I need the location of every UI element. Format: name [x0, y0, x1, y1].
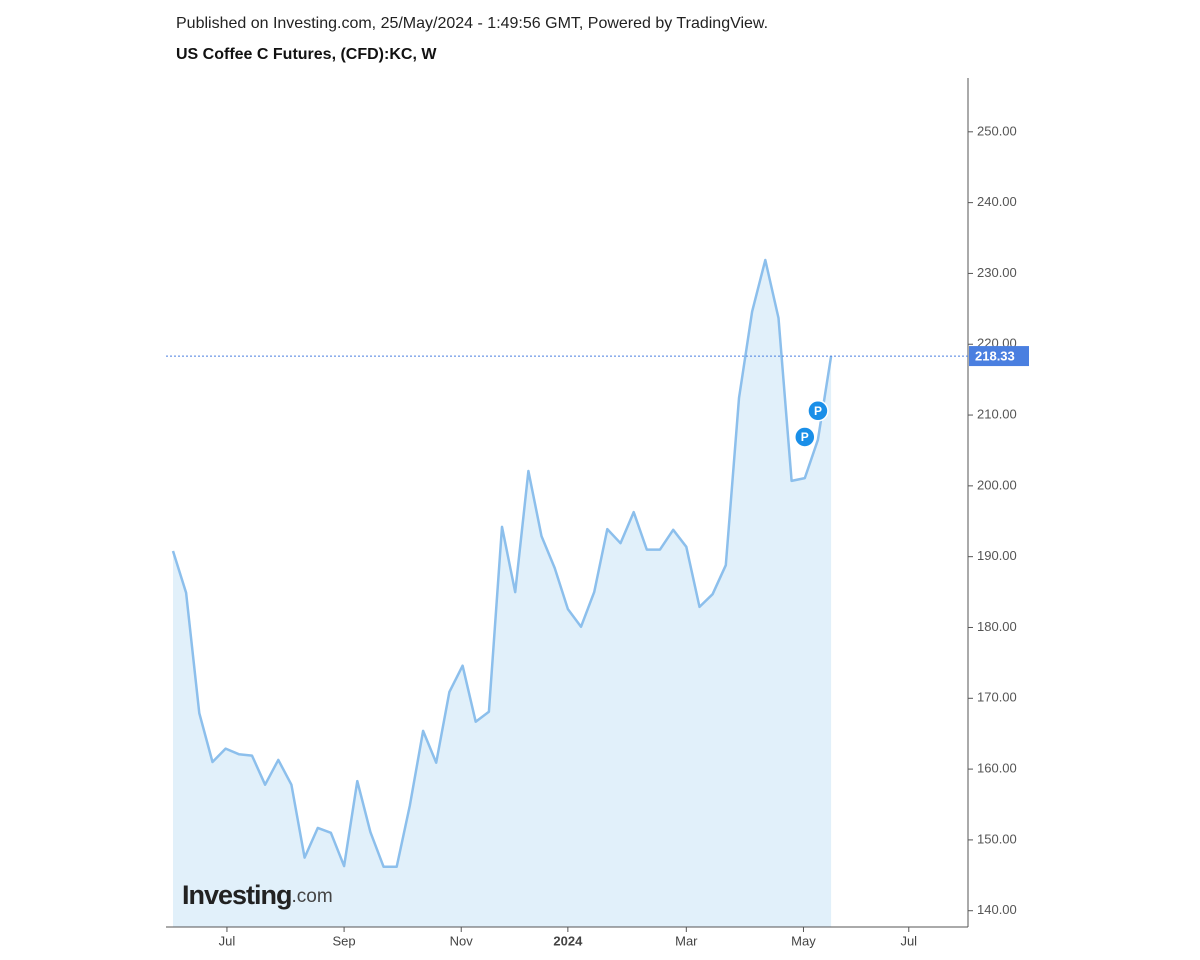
annotation-label: P [801, 430, 809, 444]
y-tick-label: 240.00 [977, 194, 1017, 209]
y-tick-label: 160.00 [977, 761, 1017, 776]
y-tick-label: 140.00 [977, 902, 1017, 917]
last-price-box [969, 346, 1029, 367]
x-tick-label: Mar [675, 933, 698, 948]
x-tick-label: Sep [333, 933, 356, 948]
annotation-marker [794, 426, 816, 448]
watermark-brand: Investing [182, 880, 292, 910]
y-tick-label: 180.00 [977, 619, 1017, 634]
watermark-suffix: .com [292, 886, 333, 907]
x-tick-label: Jul [219, 933, 236, 948]
annotation-label: P [814, 404, 822, 418]
x-tick-label: 2024 [553, 933, 583, 948]
watermark: Investing.com [182, 880, 333, 910]
header: Published on Investing.com, 25/May/2024 … [176, 15, 768, 32]
x-tick-label: May [791, 933, 816, 948]
y-tick-label: 200.00 [977, 477, 1017, 492]
annotation-marker [807, 400, 829, 422]
last-price-label: 218.33 [975, 349, 1015, 364]
price-line [171, 258, 833, 869]
y-tick-label: 210.00 [977, 406, 1017, 421]
y-tick-label: 190.00 [977, 548, 1017, 563]
x-tick-label: Jul [900, 933, 917, 948]
y-tick-label: 150.00 [977, 831, 1017, 846]
chart-title: US Coffee C Futures, (CFD):KC, W [176, 46, 437, 63]
area-fill [173, 260, 832, 927]
y-tick-label: 170.00 [977, 690, 1017, 705]
y-tick-label: 250.00 [977, 123, 1017, 138]
y-tick-label: 230.00 [977, 265, 1017, 280]
x-tick-label: Nov [450, 933, 474, 948]
